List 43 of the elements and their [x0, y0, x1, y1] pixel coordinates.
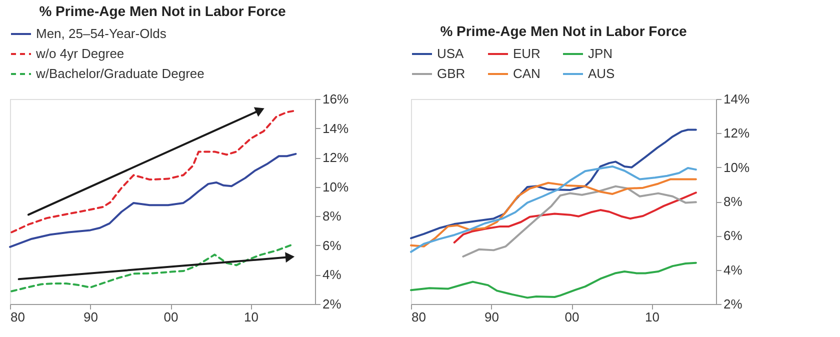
x-tick-label: 90	[484, 310, 499, 324]
legend-label: w/o 4yr Degree	[35, 46, 124, 61]
y-tick-label: 6%	[724, 228, 743, 244]
legend-label: AUS	[588, 66, 616, 81]
x-tick-label: 90	[84, 310, 98, 324]
x-tick-label: 10	[244, 310, 259, 324]
line-series	[410, 128, 697, 240]
legend-label: USA	[437, 46, 464, 61]
legend-label: Men, 25–54-Year-Olds	[36, 26, 167, 41]
line-series	[410, 178, 697, 248]
line-series	[10, 244, 292, 292]
x-tick-label: 00	[164, 310, 178, 324]
y-tick-label: 4%	[322, 267, 342, 282]
chart-title: % Prime-Age Men Not in Labor Force	[440, 23, 688, 39]
legend-label: GBR	[437, 66, 466, 81]
y-tick-label: 2%	[724, 296, 743, 312]
x-tick-label: 80	[412, 310, 426, 324]
x-tick-label: 80	[10, 310, 25, 324]
x-tick-label: 10	[645, 310, 660, 324]
line-series	[410, 165, 697, 253]
y-tick-label: 10%	[322, 179, 349, 194]
line-series	[9, 152, 297, 248]
y-tick-label: 4%	[724, 262, 743, 278]
legend-label: JPN	[588, 46, 613, 61]
line-series	[462, 185, 697, 258]
y-tick-label: 14%	[724, 92, 750, 106]
legend-label: CAN	[513, 66, 540, 81]
y-tick-label: 14%	[322, 120, 349, 136]
legend-label: w/Bachelor/Graduate Degree	[35, 66, 204, 81]
y-tick-label: 12%	[724, 126, 750, 141]
y-tick-label: 12%	[322, 150, 349, 166]
y-tick-label: 8%	[724, 194, 743, 209]
y-tick-label: 16%	[322, 92, 349, 106]
y-tick-label: 6%	[322, 238, 342, 253]
line-series	[410, 262, 697, 299]
line-series	[453, 192, 697, 244]
chart-title: % Prime-Age Men Not in Labor Force	[39, 3, 286, 19]
x-tick-label: 00	[564, 310, 580, 324]
y-tick-label: 8%	[322, 208, 342, 224]
line-series	[10, 110, 296, 234]
y-tick-label: 2%	[322, 296, 342, 312]
legend-label: EUR	[513, 46, 540, 61]
y-tick-label: 10%	[724, 160, 750, 175]
